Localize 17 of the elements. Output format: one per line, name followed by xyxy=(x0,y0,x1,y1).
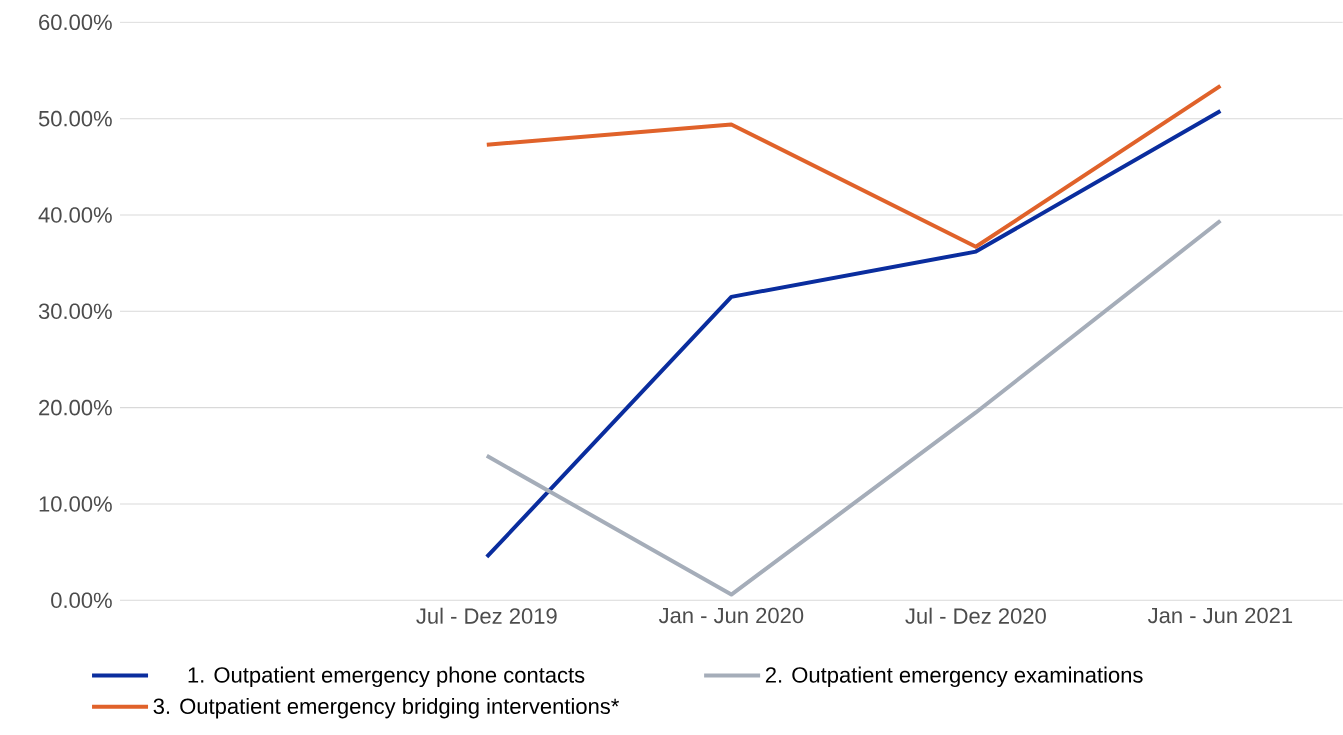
legend-label: 1. Outpatient emergency phone contacts xyxy=(188,666,585,688)
line-series xyxy=(484,108,1223,559)
legend-label: 2. Outpatient emergency examinations xyxy=(765,666,1143,688)
x-tick-label: Jan - Jun 2021 xyxy=(1147,607,1293,624)
y-tick-label: 30.00% xyxy=(38,303,112,320)
x-tick-label: Jul - Dez 2019 xyxy=(416,607,557,624)
x-tick-label: Jan - Jun 2020 xyxy=(658,607,804,624)
legend-label: 3. Outpatient emergency bridging interventions* xyxy=(153,697,620,719)
x-tick-label: Jul - Dez 2020 xyxy=(905,607,1046,624)
y-tick-label: 0.00% xyxy=(51,592,112,609)
y-tick-label: 50.00% xyxy=(38,110,112,127)
y-tick-label: 20.00% xyxy=(39,399,112,416)
y-tick-label: 40.00% xyxy=(38,207,112,223)
line-series xyxy=(484,83,1223,249)
y-tick-label: 10.00% xyxy=(39,496,112,512)
line-series xyxy=(484,218,1223,597)
y-tick-label: 60.00% xyxy=(39,14,112,31)
